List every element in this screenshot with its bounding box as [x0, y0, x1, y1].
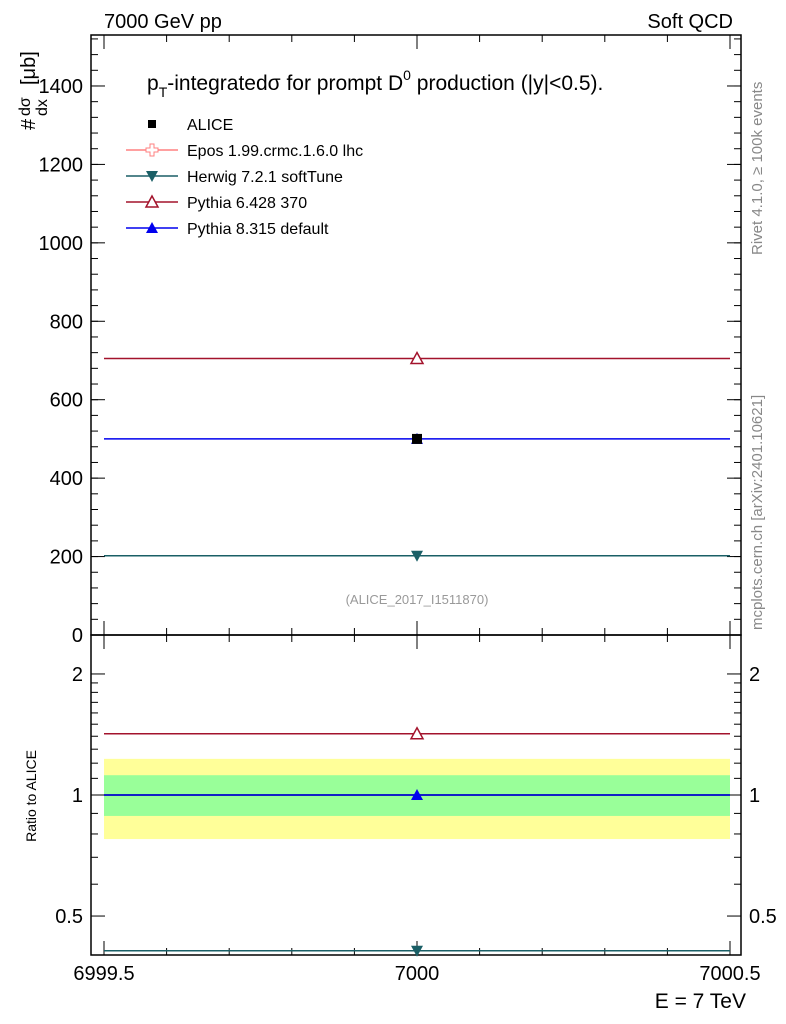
- ratio-point-pythia-3: [409, 726, 425, 740]
- svg-text:dσ: dσ: [17, 97, 34, 116]
- x-axis-label: E = 7 TeV: [655, 990, 746, 1013]
- mcplots-label: mcplots.cern.ch [arXiv:2401.10621]: [749, 395, 766, 630]
- ratio-y-tick-label: 0.5: [55, 906, 83, 928]
- rivet-label: Rivet 4.1.0, ≥ 100k events: [749, 82, 766, 255]
- ratio-y-tick-label: 1: [72, 785, 83, 807]
- svg-text:[μb]: [μb]: [18, 51, 40, 85]
- legend-label-1: Epos 1.99.crmc.1.6.0 lhc: [187, 143, 363, 160]
- header-left: 7000 GeV pp: [104, 11, 222, 33]
- y-tick-label: 400: [50, 468, 83, 490]
- ratio-y-tick-label: 2: [72, 664, 83, 686]
- x-tick-label: 6999.5: [73, 963, 134, 985]
- chart-title: pT-integratedσ for prompt D0 production …: [147, 67, 603, 100]
- ratio-y-tick-label-right: 1: [749, 785, 760, 807]
- y-tick-label: 600: [50, 390, 83, 412]
- ratio-point-herwig-2: [411, 945, 423, 957]
- header-right: Soft QCD: [647, 11, 733, 33]
- legend-marker-0: [148, 120, 156, 128]
- legend-marker-1: [145, 143, 159, 157]
- analysis-watermark: (ALICE_2017_I1511870): [346, 592, 489, 607]
- legend-marker-3: [144, 194, 160, 208]
- ratio-point-pythia-4: [411, 789, 423, 800]
- ratio-y-tick-label-right: 2: [749, 664, 760, 686]
- x-tick-label: 7000.5: [699, 963, 760, 985]
- legend-label-2: Herwig 7.2.1 softTune: [187, 169, 343, 186]
- y-tick-label: 0: [72, 625, 83, 647]
- ratio-y-tick-label-right: 0.5: [749, 906, 777, 928]
- svg-text:#: #: [18, 118, 40, 130]
- svg-text:dx: dx: [34, 99, 51, 116]
- y-tick-label: 1400: [39, 76, 84, 98]
- legend-marker-4: [146, 222, 158, 233]
- data-point-herwig-2: [411, 550, 423, 562]
- legend-marker-2: [146, 171, 158, 182]
- y-axis-label: # dσ dx [μb]: [17, 51, 51, 130]
- legend-label-3: Pythia 6.428 370: [187, 195, 307, 212]
- x-tick-label: 7000: [395, 963, 440, 985]
- ratio-axis-label: Ratio to ALICE: [23, 750, 39, 842]
- legend-label-0: ALICE: [187, 117, 233, 134]
- y-tick-label: 200: [50, 547, 83, 569]
- legend-label-4: Pythia 8.315 default: [187, 221, 329, 238]
- y-tick-label: 1000: [39, 233, 84, 255]
- data-point-alice-0: [412, 433, 422, 444]
- y-tick-label: 800: [50, 311, 83, 333]
- y-tick-label: 1200: [39, 154, 84, 176]
- data-point-pythia-3: [409, 350, 425, 365]
